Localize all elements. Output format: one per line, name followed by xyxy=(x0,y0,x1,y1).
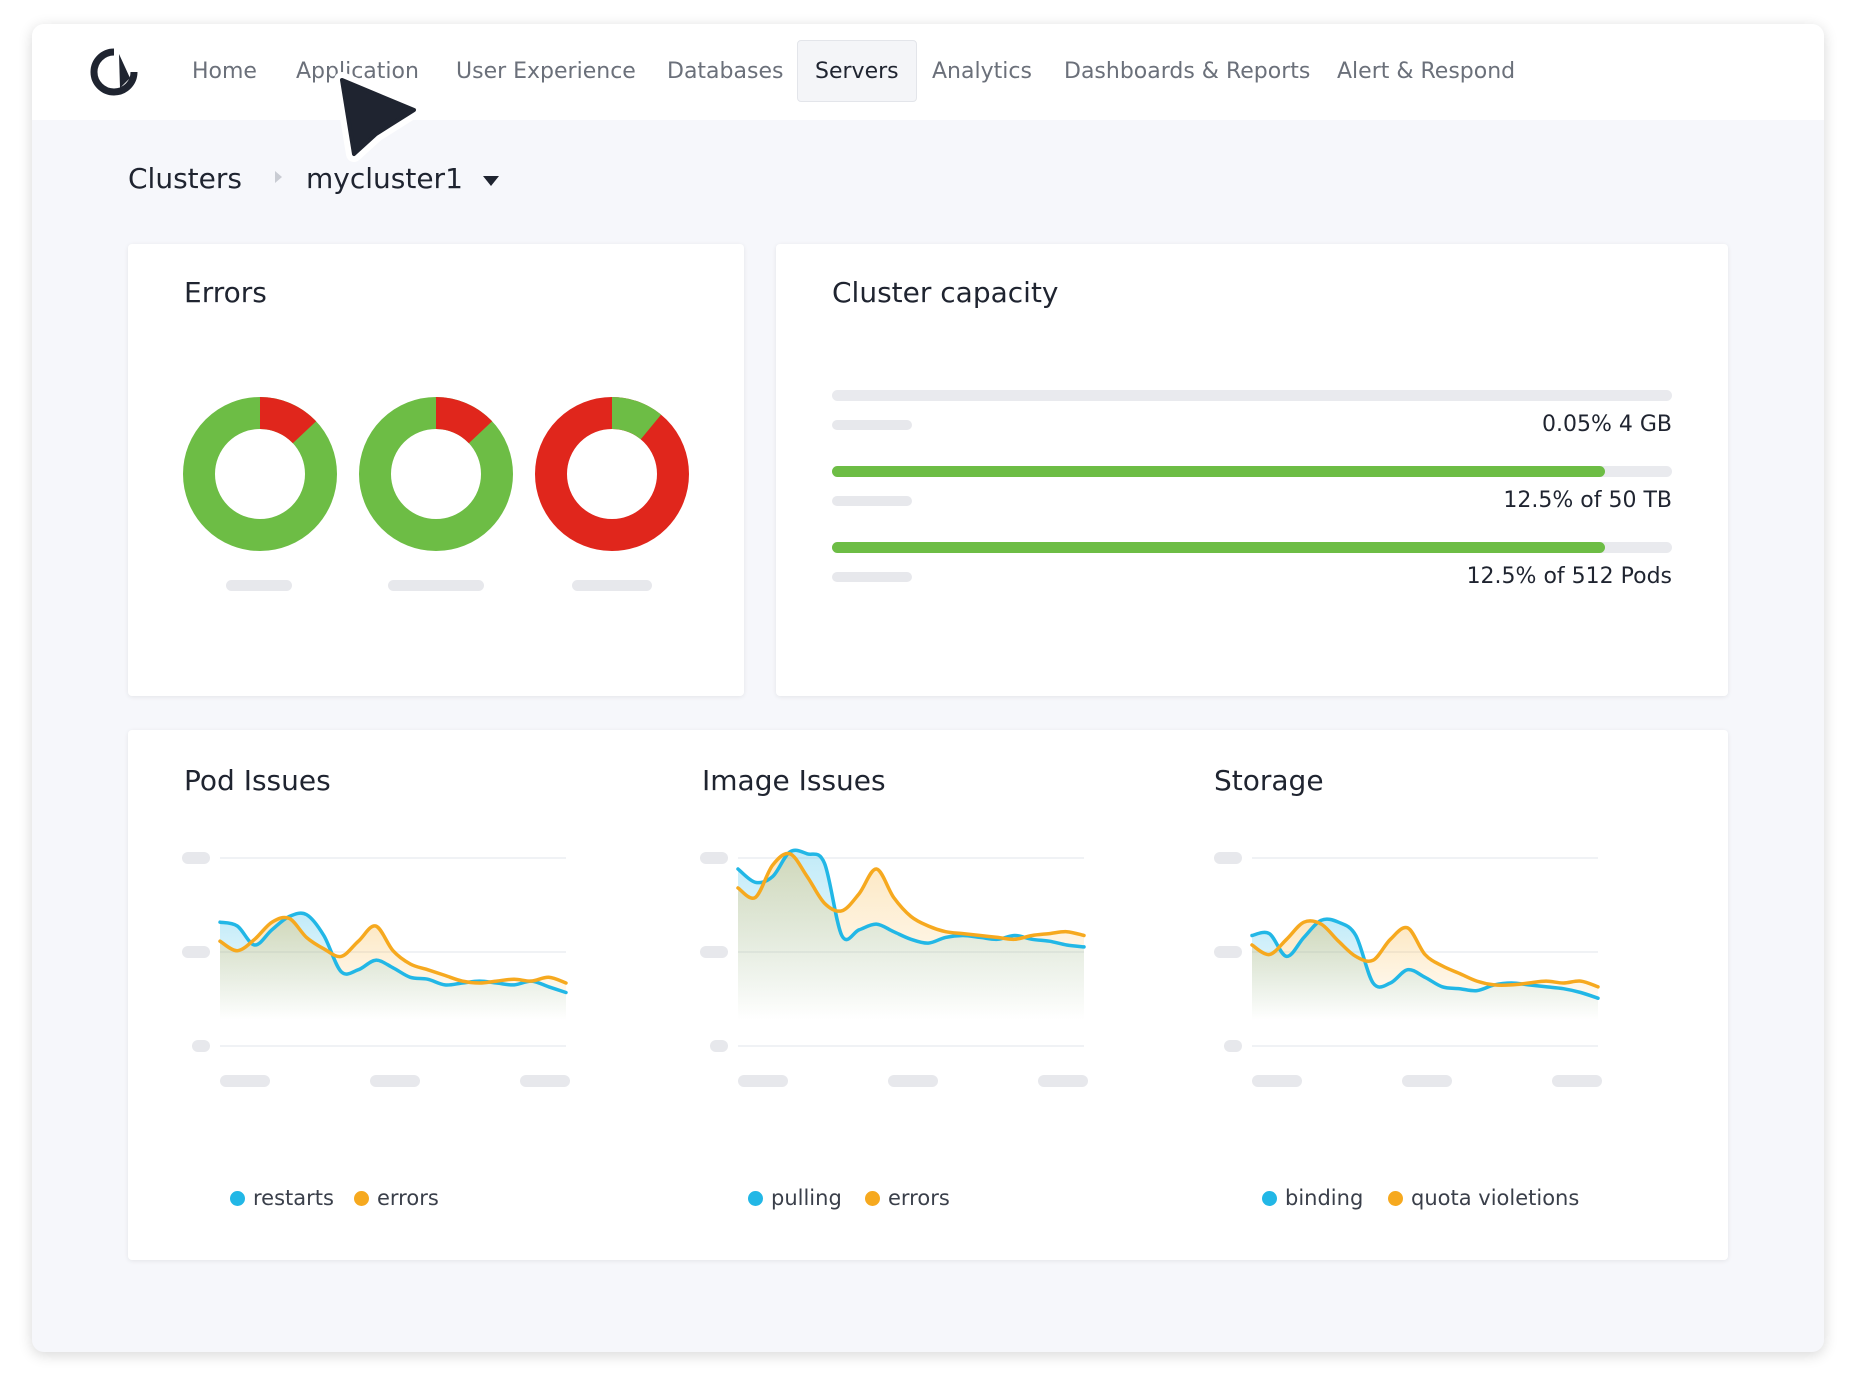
donut-1-label-placeholder xyxy=(226,580,292,591)
storage-chart xyxy=(1214,852,1602,1087)
legend-dot-blue xyxy=(748,1190,763,1206)
series-line-orange xyxy=(218,915,568,985)
y-tick-placeholder xyxy=(700,852,728,864)
legend-dot-orange xyxy=(865,1190,880,1206)
capacity-row-3-label-placeholder xyxy=(832,572,912,582)
legend-dot-orange xyxy=(354,1190,369,1206)
series-line-blue xyxy=(1250,917,1600,1000)
x-tick-placeholder xyxy=(888,1075,938,1087)
x-tick-placeholder xyxy=(1402,1075,1452,1087)
nav-dashboards-reports[interactable]: Dashboards & Reports xyxy=(1064,59,1311,84)
nav-servers[interactable]: Servers xyxy=(797,40,917,102)
cluster-capacity-title: Cluster capacity xyxy=(832,276,1059,309)
cluster-capacity-card: Cluster capacity 0.05% 4 GB 12.5% of 50 … xyxy=(776,244,1728,696)
legend-dot-orange xyxy=(1388,1190,1403,1206)
image-issues-title: Image Issues xyxy=(702,764,886,797)
nav-analytics[interactable]: Analytics xyxy=(932,59,1032,84)
y-tick-placeholder xyxy=(192,1040,210,1052)
caret-down-icon[interactable] xyxy=(480,172,502,190)
capacity-bar-pods-fill xyxy=(832,542,1605,553)
pod-issues-chart xyxy=(182,852,570,1087)
issues-charts-card: Pod Issues restarts errors Image Issues … xyxy=(128,730,1728,1260)
series-area-orange xyxy=(738,853,1084,1020)
image-issues-chart xyxy=(700,848,1088,1087)
y-tick-placeholder xyxy=(1214,946,1242,958)
app-logo-icon[interactable] xyxy=(90,48,138,96)
legend-errors: errors xyxy=(354,1186,439,1210)
legend-label: errors xyxy=(888,1186,950,1210)
x-tick-placeholder xyxy=(520,1075,570,1087)
capacity-pods-value: 12.5% of 512 Pods xyxy=(1466,564,1672,589)
legend-binding: binding xyxy=(1262,1186,1363,1210)
series-line-orange xyxy=(1250,919,1600,989)
donut-3-label-placeholder xyxy=(572,580,652,591)
y-tick-placeholder xyxy=(182,852,210,864)
capacity-row-2-label-placeholder xyxy=(832,496,912,506)
nav-home[interactable]: Home xyxy=(192,59,257,84)
top-navigation: Home Application User Experience Databas… xyxy=(32,24,1824,120)
legend-label: binding xyxy=(1285,1186,1364,1210)
legend-label: errors xyxy=(377,1186,439,1210)
errors-donut-3 xyxy=(535,397,689,551)
x-tick-placeholder xyxy=(370,1075,420,1087)
nav-alert-respond[interactable]: Alert & Respond xyxy=(1337,59,1516,84)
errors-card: Errors xyxy=(128,244,744,696)
legend-errors: errors xyxy=(865,1186,950,1210)
capacity-row-1-label-placeholder xyxy=(832,420,912,430)
legend-dot-blue xyxy=(230,1190,245,1206)
pod-issues-title: Pod Issues xyxy=(184,764,331,797)
nav-databases[interactable]: Databases xyxy=(667,59,784,84)
legend-label: quota violetions xyxy=(1411,1186,1580,1210)
y-tick-placeholder xyxy=(710,1040,728,1052)
capacity-memory-value: 0.05% 4 GB xyxy=(1541,412,1672,437)
series-line-blue xyxy=(218,911,568,995)
capacity-bar-storage xyxy=(832,466,1672,477)
errors-title: Errors xyxy=(184,276,267,309)
legend-label: pulling xyxy=(771,1186,842,1210)
x-tick-placeholder xyxy=(220,1075,270,1087)
breadcrumb-current-cluster[interactable]: mycluster1 xyxy=(306,162,463,195)
app-window: Home Application User Experience Databas… xyxy=(32,24,1824,1352)
legend-pulling: pulling xyxy=(748,1186,842,1210)
x-tick-placeholder xyxy=(738,1075,788,1087)
x-tick-placeholder xyxy=(1552,1075,1602,1087)
capacity-bar-pods xyxy=(832,542,1672,553)
legend-quota-violations: quota violetions xyxy=(1388,1186,1579,1210)
legend-dot-blue xyxy=(1262,1190,1277,1206)
capacity-bar-memory xyxy=(832,390,1672,401)
y-tick-placeholder xyxy=(1224,1040,1242,1052)
y-tick-placeholder xyxy=(182,946,210,958)
nav-user-experience[interactable]: User Experience xyxy=(456,59,636,84)
y-tick-placeholder xyxy=(700,946,728,958)
x-tick-placeholder xyxy=(1252,1075,1302,1087)
capacity-bar-storage-fill xyxy=(832,466,1605,477)
errors-donut-2 xyxy=(359,397,513,551)
storage-title: Storage xyxy=(1214,764,1324,797)
legend-restarts: restarts xyxy=(230,1186,334,1210)
errors-donut-1 xyxy=(183,397,337,551)
legend-label: restarts xyxy=(253,1186,334,1210)
series-area-orange xyxy=(1252,920,1598,1020)
donut-3-green-segment xyxy=(535,397,689,551)
donut-1-red-segment xyxy=(183,397,337,551)
chevron-right-icon xyxy=(275,171,282,183)
breadcrumb-clusters[interactable]: Clusters xyxy=(128,162,242,195)
series-line-orange xyxy=(736,851,1086,942)
mouse-pointer-icon xyxy=(334,72,422,162)
donut-3-red-ring xyxy=(535,397,689,551)
donut-2-red-segment xyxy=(359,397,513,551)
donut-2-label-placeholder xyxy=(388,580,484,591)
y-tick-placeholder xyxy=(1214,852,1242,864)
capacity-storage-value: 12.5% of 50 TB xyxy=(1503,488,1672,513)
x-tick-placeholder xyxy=(1038,1075,1088,1087)
